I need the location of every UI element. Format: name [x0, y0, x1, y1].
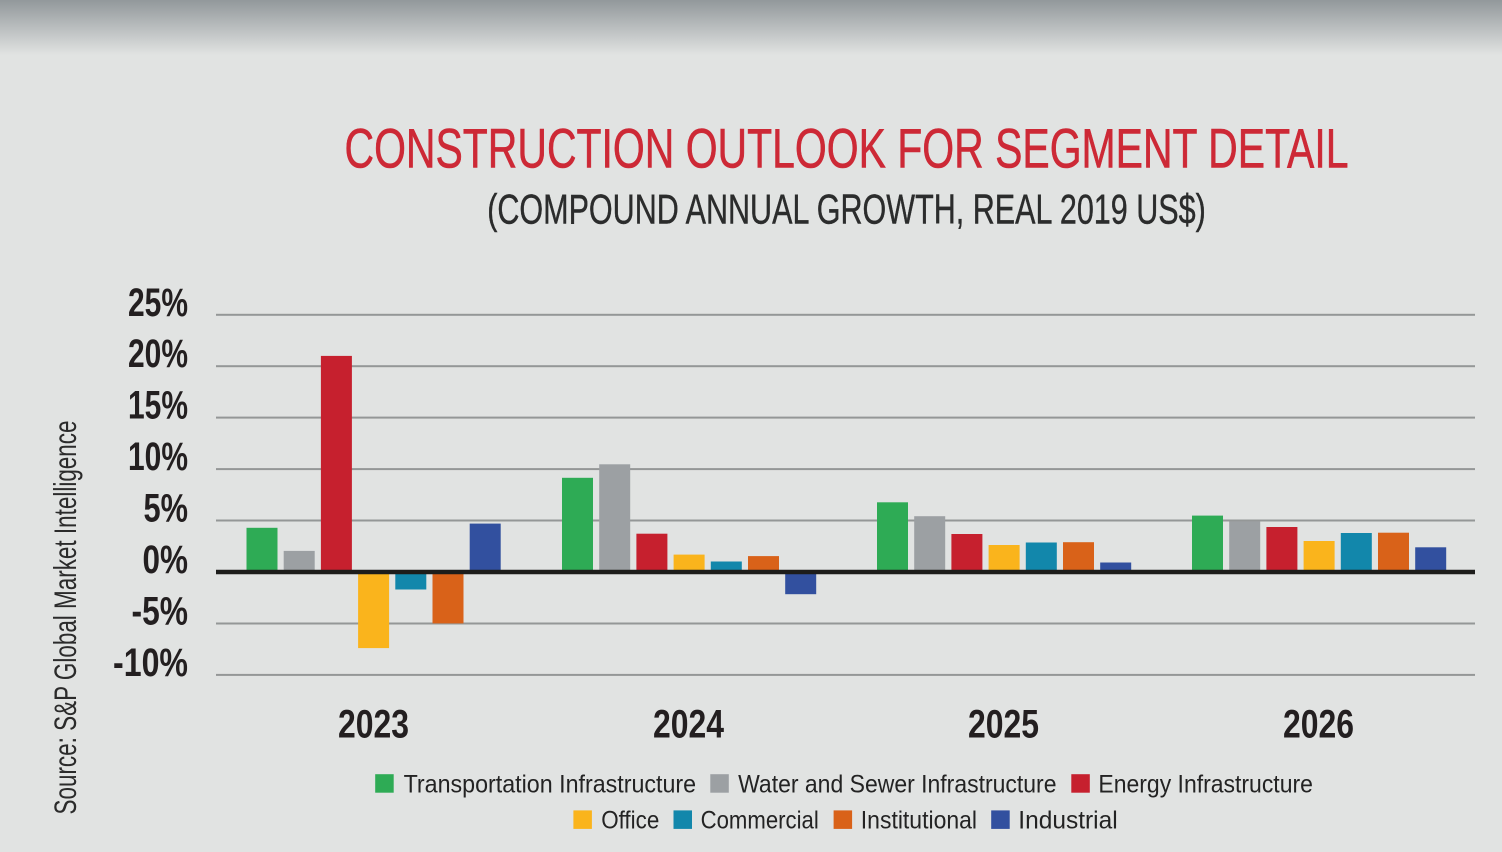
svg-text:15%: 15% — [128, 384, 188, 428]
svg-text:10%: 10% — [128, 435, 188, 479]
svg-text:Energy Infrastructure: Energy Infrastructure — [1098, 770, 1313, 798]
svg-text:-5%: -5% — [132, 590, 189, 634]
svg-text:Transportation Infrastructure: Transportation Infrastructure — [404, 770, 696, 798]
svg-text:20%: 20% — [128, 332, 188, 376]
svg-text:CONSTRUCTION OUTLOOK FOR SEGME: CONSTRUCTION OUTLOOK FOR SEGMENT DETAIL — [345, 116, 1349, 179]
svg-text:Source: S&P Global Market Inte: Source: S&P Global Market Intelligence — [47, 421, 83, 815]
svg-text:2023: 2023 — [338, 703, 409, 747]
svg-text:Commercial: Commercial — [701, 807, 819, 835]
svg-text:2024: 2024 — [653, 703, 724, 747]
svg-text:5%: 5% — [144, 487, 189, 531]
svg-text:2025: 2025 — [968, 703, 1039, 747]
svg-text:Office: Office — [601, 807, 659, 835]
svg-text:(COMPOUND ANNUAL GROWTH, REAL: (COMPOUND ANNUAL GROWTH, REAL 2019 US$) — [487, 186, 1206, 233]
svg-text:Industrial: Industrial — [1018, 807, 1117, 835]
svg-text:Water and Sewer Infrastructure: Water and Sewer Infrastructure — [738, 770, 1056, 798]
svg-text:-10%: -10% — [113, 641, 188, 685]
svg-text:25%: 25% — [128, 281, 188, 325]
svg-text:2026: 2026 — [1283, 703, 1354, 747]
svg-text:Institutional: Institutional — [861, 807, 977, 835]
svg-text:0%: 0% — [143, 538, 189, 582]
